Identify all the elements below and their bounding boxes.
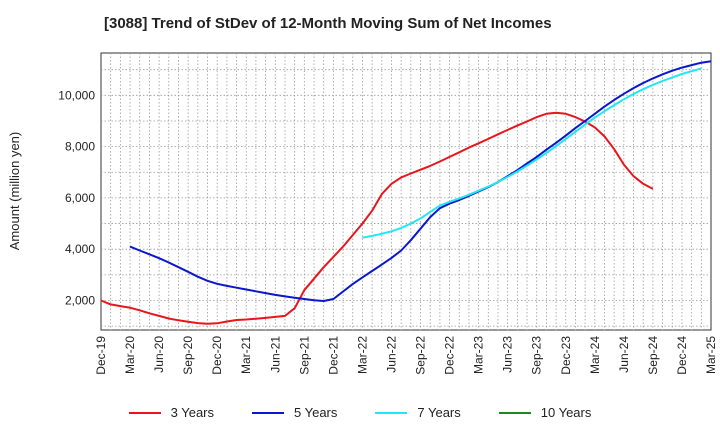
y-tick-label: 10,000 — [58, 88, 95, 102]
x-tick-label: Mar-23 — [472, 336, 486, 374]
legend-swatch-5-years — [252, 411, 284, 414]
x-tick-label: Dec-20 — [210, 336, 224, 375]
legend: 3 Years 5 Years 7 Years 10 Years — [0, 405, 720, 420]
x-tick-label: Sep-21 — [297, 336, 311, 375]
y-tick-label: 4,000 — [65, 242, 95, 256]
x-tick-label: Jun-21 — [268, 336, 282, 373]
x-tick-label: Jun-20 — [152, 336, 166, 373]
series-line-5-years — [129, 60, 712, 302]
legend-item-5-years: 5 Years — [252, 405, 337, 420]
legend-item-3-years: 3 Years — [128, 405, 214, 420]
legend-item-10-years: 10 Years — [498, 405, 592, 420]
x-tick-label: Jun-23 — [501, 336, 515, 373]
x-tick-label: Dec-22 — [443, 336, 457, 375]
x-tick-labels: Dec-19 Mar-20 Jun-20 Sep-20 Dec-20 Mar-21 Jun-… — [94, 336, 718, 375]
x-tick-label: Mar-22 — [355, 336, 369, 374]
x-tick-label: Dec-21 — [326, 336, 340, 375]
legend-item-7-years: 7 Years — [375, 405, 461, 420]
y-tick-label: 8,000 — [65, 140, 95, 154]
y-axis-label: Amount (million yen) — [7, 132, 22, 251]
legend-swatch-3-years — [128, 411, 161, 414]
legend-label-3-years: 3 Years — [170, 405, 214, 420]
y-tick-label: 6,000 — [65, 191, 95, 205]
series-line-7-years — [362, 67, 702, 239]
x-tick-label: Jun-24 — [617, 336, 631, 373]
legend-swatch-10-years — [498, 411, 531, 414]
x-tick-label: Sep-24 — [646, 336, 660, 375]
x-tick-label: Mar-24 — [588, 336, 602, 374]
y-tick-label: 2,000 — [65, 294, 95, 308]
legend-swatch-7-years — [375, 411, 408, 414]
x-tick-label: Sep-23 — [530, 336, 544, 375]
x-tick-label: Jun-22 — [384, 336, 398, 373]
legend-label-7-years: 7 Years — [417, 405, 461, 420]
x-tick-label: Dec-24 — [675, 336, 689, 375]
x-tick-label: Dec-23 — [559, 336, 573, 375]
x-tick-label: Dec-19 — [94, 336, 108, 375]
x-tick-label: Sep-20 — [181, 336, 195, 375]
y-tick-labels: 2,000 4,000 6,000 8,000 10,000 — [58, 88, 95, 307]
x-tick-label: Sep-22 — [414, 336, 428, 375]
series-line-3-years — [100, 111, 654, 325]
plot-area — [100, 52, 712, 331]
x-tick-label: Mar-20 — [123, 336, 137, 374]
series-lines — [100, 60, 712, 325]
x-tick-label: Mar-25 — [704, 336, 718, 374]
legend-label-10-years: 10 Years — [540, 405, 592, 420]
chart-title: [3088] Trend of StDev of 12-Month Moving… — [104, 15, 552, 32]
x-tick-label: Mar-21 — [239, 336, 253, 374]
grid-lines — [101, 53, 711, 330]
legend-label-5-years: 5 Years — [294, 405, 338, 420]
